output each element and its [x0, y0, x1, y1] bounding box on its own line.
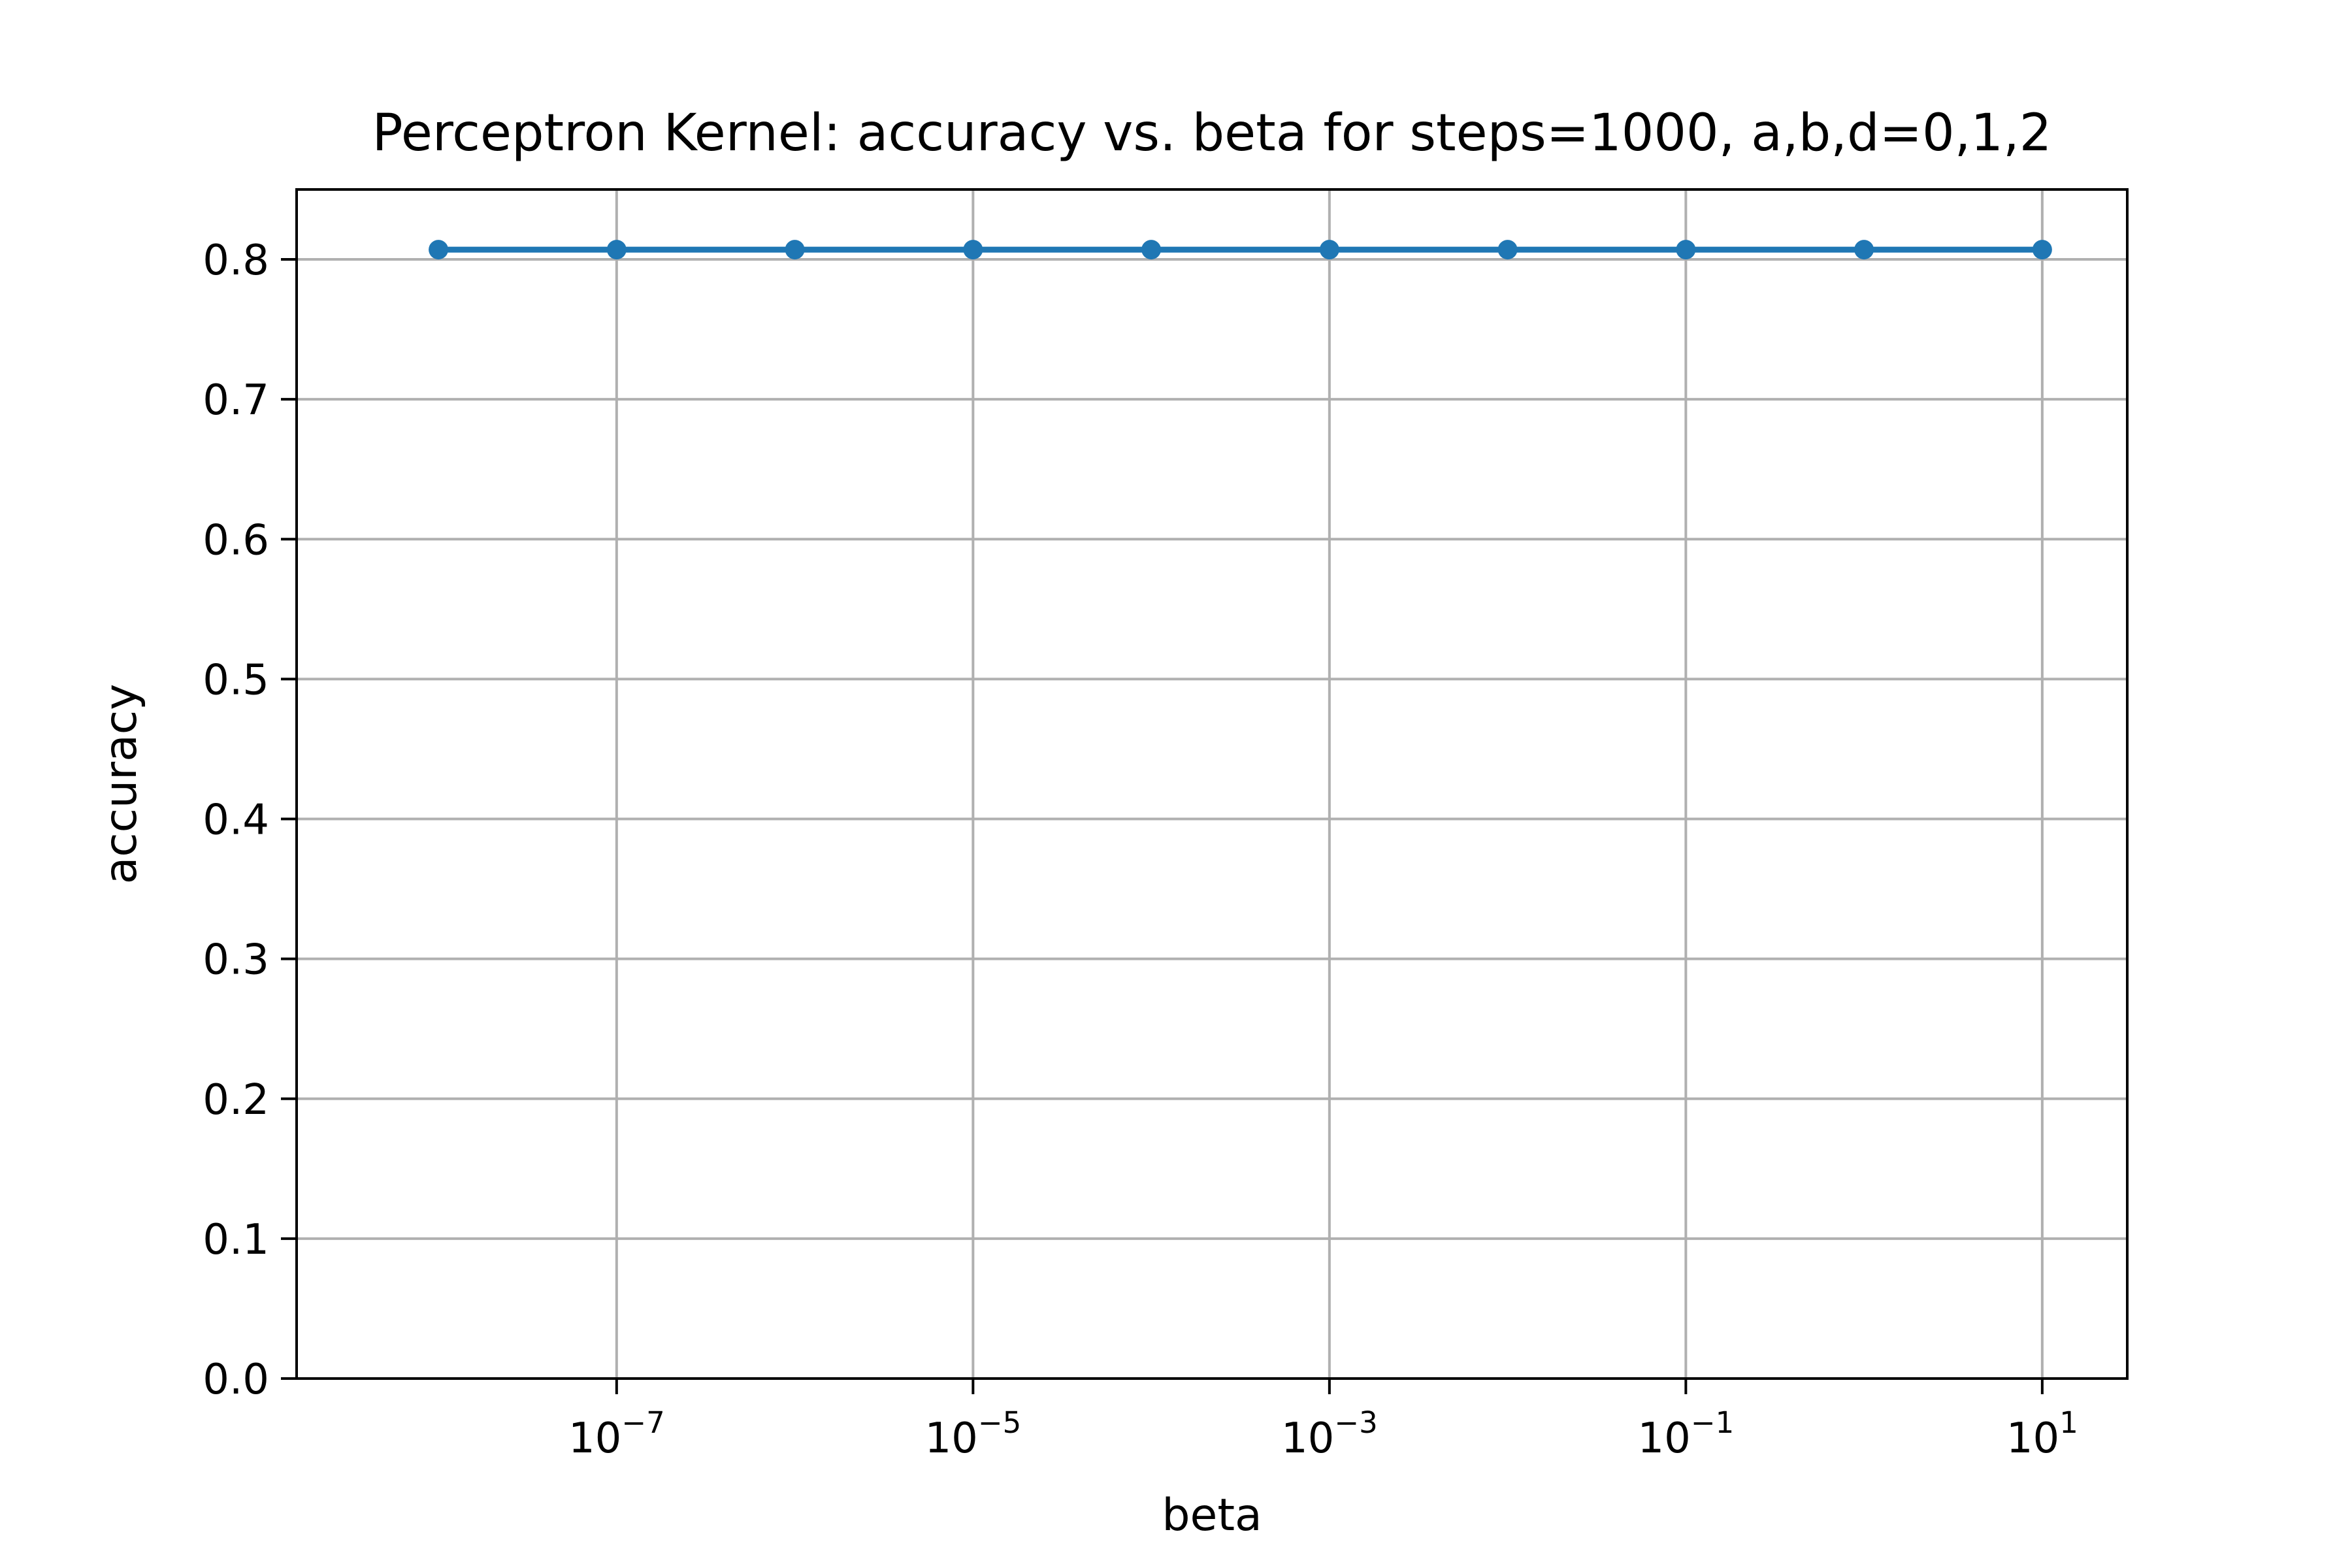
- x-tick-label-base: 10: [1637, 1414, 1690, 1463]
- y-axis-label: accuracy: [95, 684, 147, 885]
- y-tick-label: 0.8: [203, 237, 269, 285]
- y-tick-label: 0.3: [203, 936, 269, 985]
- x-tick-label: 101: [2006, 1405, 2078, 1463]
- y-tick-label: 0.5: [203, 656, 269, 704]
- x-tick-label-exponent: 1: [2059, 1405, 2078, 1440]
- x-tick-label-base: 10: [2006, 1414, 2059, 1463]
- grid-lines: [297, 189, 2127, 1380]
- data-point: [1497, 240, 1518, 260]
- y-tick-label: 0.7: [203, 376, 269, 425]
- data-point: [429, 240, 449, 260]
- x-tick-label-base: 10: [568, 1414, 621, 1463]
- data-point: [1141, 240, 1162, 260]
- x-tick-label: 10−7: [568, 1405, 665, 1463]
- data-point: [606, 240, 627, 260]
- x-tick-label-exponent: −5: [978, 1405, 1021, 1440]
- data-point: [785, 240, 805, 260]
- y-tick-label: 0.6: [203, 516, 269, 564]
- x-axis-label: beta: [1162, 1490, 1262, 1541]
- y-tick-label: 0.0: [203, 1356, 269, 1404]
- data-point: [2032, 240, 2052, 260]
- x-tick-label-exponent: −3: [1334, 1405, 1377, 1440]
- x-tick-label-base: 10: [1281, 1414, 1334, 1463]
- x-tick-label: 10−1: [1637, 1405, 1734, 1463]
- chart-title: Perceptron Kernel: accuracy vs. beta for…: [372, 104, 2052, 163]
- series-layer: [429, 240, 2052, 260]
- x-tick-label: 10−3: [1281, 1405, 1378, 1463]
- data-point: [963, 240, 983, 260]
- x-tick-label: 10−5: [924, 1405, 1021, 1463]
- x-tick-label-base: 10: [924, 1414, 977, 1463]
- data-point: [1676, 240, 1696, 260]
- y-tick-label: 0.4: [203, 796, 269, 845]
- x-tick-label-exponent: −1: [1691, 1405, 1734, 1440]
- y-tick-label: 0.2: [203, 1076, 269, 1124]
- plot-area-frame: [295, 188, 2129, 1380]
- y-tick-label: 0.1: [203, 1216, 269, 1264]
- data-point: [1854, 240, 1874, 260]
- x-tick-label-exponent: −7: [621, 1405, 664, 1440]
- data-point: [1319, 240, 1339, 260]
- axis-ticks: 0.00.10.20.30.40.50.60.70.810−7 10−5 10−3 1…: [203, 237, 2078, 1463]
